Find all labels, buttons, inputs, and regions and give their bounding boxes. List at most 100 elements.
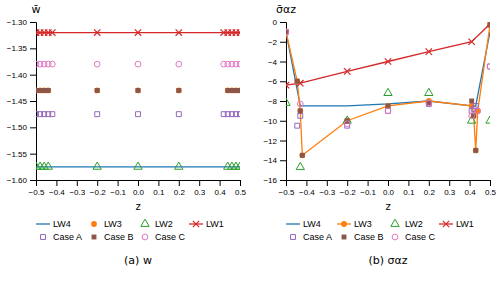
legend-entry: LW4 — [286, 219, 321, 229]
y-tick-mark — [280, 160, 286, 161]
point — [488, 23, 490, 28]
point — [134, 162, 142, 169]
point — [300, 153, 305, 158]
point — [386, 108, 391, 113]
point — [295, 79, 300, 84]
x-tick-label: 0.2 — [424, 188, 436, 197]
x-tick-mark — [220, 180, 221, 186]
point — [94, 88, 100, 94]
point — [286, 29, 289, 35]
point — [49, 29, 55, 35]
x-tick-mark — [97, 180, 98, 186]
point — [286, 29, 289, 35]
point — [93, 162, 101, 169]
legend-label: LW4 — [303, 219, 321, 229]
y-tick-mark — [280, 101, 286, 102]
point — [286, 98, 290, 105]
point — [475, 108, 481, 114]
point — [426, 48, 432, 54]
x-tick: 0.4 — [465, 180, 477, 197]
legend-marker — [91, 221, 97, 227]
legend-label: Case B — [104, 232, 134, 242]
y-tick-label: −12 — [263, 137, 277, 146]
point — [237, 88, 240, 94]
point — [384, 88, 392, 95]
point — [45, 88, 51, 94]
x-tick-mark — [429, 180, 430, 186]
y-tick-mark — [280, 42, 286, 43]
x-tick: −0.5 — [279, 180, 295, 197]
point — [297, 101, 303, 107]
x-tick-label: −0.4 — [299, 188, 315, 197]
series-line — [286, 32, 490, 106]
x-tick-mark — [470, 180, 471, 186]
y-tick-mark — [280, 180, 286, 181]
y-tick-label: −1.45 — [7, 97, 28, 106]
legend-entry: Case A — [41, 232, 82, 242]
point — [176, 88, 181, 93]
x-tick-mark — [408, 180, 409, 186]
y-tick-mark — [280, 141, 286, 142]
point — [299, 152, 305, 158]
point — [286, 29, 288, 34]
legend: LW4LW3LW2LW1Case ACase BCase C — [286, 219, 474, 242]
x-tick-label: 0.1 — [403, 188, 415, 197]
point — [49, 61, 55, 67]
point — [286, 29, 288, 34]
point — [95, 112, 100, 117]
x-tick: 0.2 — [174, 180, 186, 197]
legend-marker — [443, 221, 449, 227]
y-tick: −12 — [263, 137, 286, 146]
series-line — [286, 25, 490, 155]
point — [426, 100, 432, 106]
x-tick-label: −0.3 — [69, 188, 85, 197]
point — [344, 68, 350, 74]
point — [425, 88, 433, 95]
point — [469, 113, 475, 119]
x-tick-label: 0.4 — [215, 188, 227, 197]
x-tick-label: 0.5 — [235, 188, 247, 197]
x-tick-mark — [179, 180, 180, 186]
legend-label: Case A — [53, 232, 82, 242]
point — [298, 113, 303, 118]
y-axis: 0−2−4−6−8−10−12−14−16 — [263, 18, 286, 185]
y-tick-mark — [30, 22, 36, 23]
legend-marker — [392, 234, 398, 240]
point — [176, 29, 182, 35]
x-tick-label: −0.5 — [29, 188, 45, 197]
x-tick-mark — [449, 180, 450, 186]
y-tick: −16 — [263, 176, 286, 185]
y-tick-mark — [30, 48, 36, 49]
x-tick: 0.5 — [235, 180, 247, 197]
legend-entry: LW2 — [391, 219, 423, 229]
legend-line — [36, 223, 50, 224]
x-tick-mark — [118, 180, 119, 186]
point — [294, 78, 300, 84]
legend-entry: Case C — [142, 232, 185, 242]
x-tick-mark — [56, 180, 57, 186]
point — [94, 61, 100, 67]
x-tick-mark — [306, 180, 307, 186]
y-tick-label: −16 — [263, 176, 277, 185]
panel: −0.5−0.4−0.3−0.2−0.10.00.10.20.30.40.50−… — [263, 3, 496, 267]
y-axis-line — [280, 23, 287, 181]
point — [473, 147, 479, 153]
legend-marker — [193, 221, 199, 227]
y-tick-label: −4 — [268, 58, 278, 67]
x-tick-label: 0.2 — [174, 188, 186, 197]
legend-label: Case C — [155, 232, 186, 242]
x-tick-label: −0.2 — [90, 188, 106, 197]
legend-entry: LW1 — [189, 219, 224, 229]
legend-marker — [92, 235, 97, 240]
x-axis-title: z — [135, 201, 140, 212]
x-tick-mark — [368, 180, 369, 186]
x-tick-mark — [158, 180, 159, 186]
y-tick-label: −14 — [263, 156, 277, 165]
x-tick: −0.2 — [90, 180, 106, 197]
x-tick-label: −0.1 — [360, 188, 376, 197]
y-tick: −1.30 — [7, 18, 36, 27]
point — [385, 58, 391, 64]
x-tick-mark — [199, 180, 200, 186]
point — [136, 112, 141, 117]
y-tick-label: −6 — [268, 77, 278, 86]
